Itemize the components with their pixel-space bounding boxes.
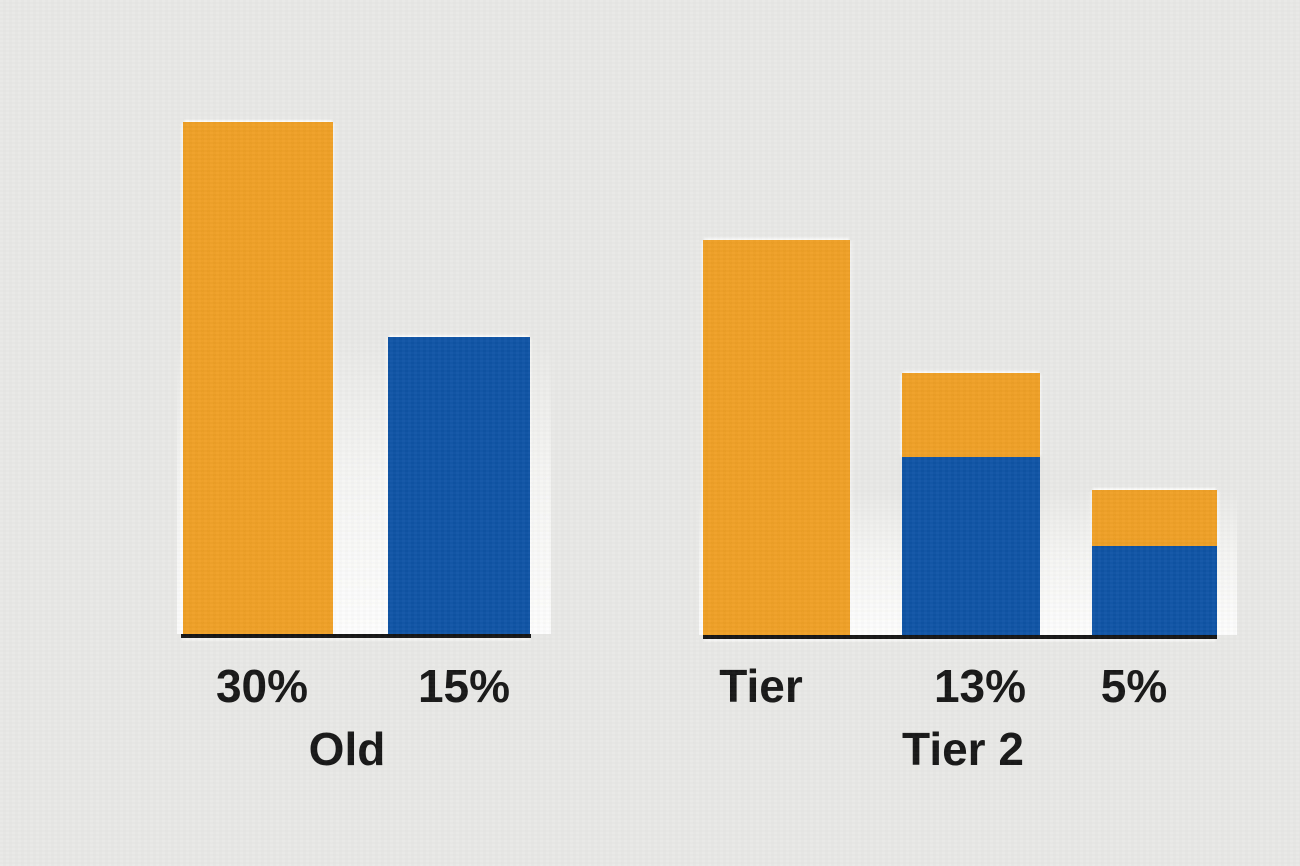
group-glow-backdrop [177, 337, 551, 634]
x-axis-line [181, 634, 531, 638]
x-axis-line [703, 635, 1217, 639]
bar-value-label: 30% [215, 660, 309, 712]
group-glow-backdrop [699, 490, 1237, 635]
bar-value-label: 5% [1100, 660, 1168, 712]
bar-segment-orange [703, 240, 850, 635]
bar-segment-blue [388, 337, 530, 634]
bar-segment-blue [1092, 546, 1217, 635]
bar-segment-blue [902, 457, 1040, 635]
bar-value-label: Tier [719, 660, 803, 712]
bar-segment-orange [183, 122, 333, 634]
group-title-old: Old [308, 723, 386, 775]
bar-segment-orange [902, 373, 1040, 457]
bar-segment-orange [1092, 490, 1217, 546]
bar-value-label: 15% [417, 660, 511, 712]
group-title-tier-2: Tier 2 [902, 723, 1024, 775]
bar-value-label: 13% [933, 660, 1027, 712]
